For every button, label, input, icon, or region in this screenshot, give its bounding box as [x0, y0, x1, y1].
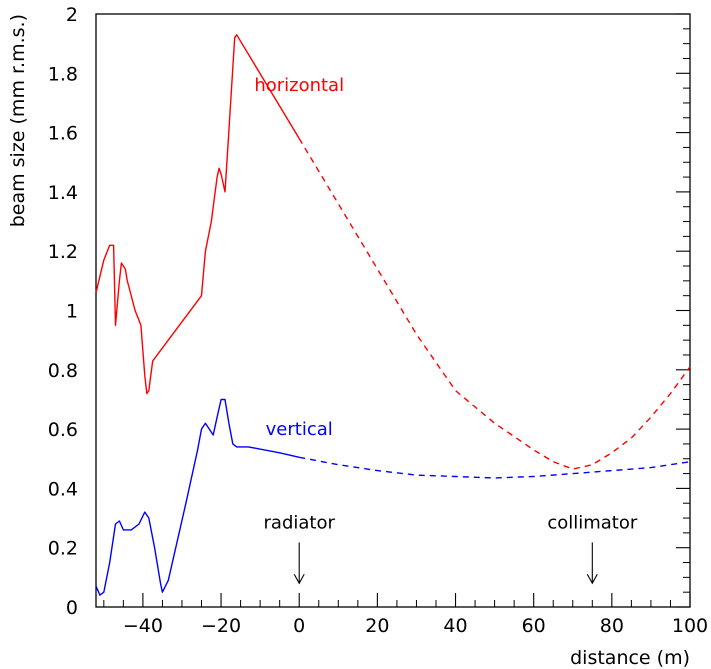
axis-tick-labels: −40 −20 0 20 40 60 80 100 0 0.2 0.4 0.6 0.8 1 1.2 1.4 1.…	[48, 4, 708, 637]
x-tick-label: −40	[123, 615, 163, 637]
y-tick-label: 1.6	[48, 123, 78, 145]
radiator-annotation: radiator	[264, 512, 336, 533]
y-tick-label: 0	[66, 597, 78, 619]
y-axis-label: beam size (mm r.m.s.)	[7, 14, 29, 227]
axis-ticks	[103, 13, 691, 608]
vertical-series-solid	[95, 398, 300, 596]
collimator-arrow-head	[586, 574, 598, 585]
series-layer	[95, 34, 691, 596]
y-tick-label: 0.8	[48, 360, 78, 382]
x-tick-label: 0	[293, 615, 305, 637]
x-tick-label: −20	[201, 615, 241, 637]
vertical-annotation: vertical	[266, 419, 333, 440]
x-tick-label: 40	[443, 615, 467, 637]
x-tick-label: 100	[672, 615, 708, 637]
y-tick-label: 1.4	[48, 182, 78, 204]
horizontal-series-dashed	[298, 138, 691, 470]
collimator-annotation: collimator	[547, 512, 638, 533]
vertical-series-dashed	[299, 456, 691, 479]
x-axis-label: distance (m)	[570, 647, 690, 669]
horizontal-series-solid	[95, 34, 300, 395]
x-tick-label: 80	[600, 615, 624, 637]
y-tick-label: 1.8	[48, 63, 78, 85]
y-tick-label: 0.2	[48, 538, 78, 560]
y-tick-label: 0.6	[48, 419, 78, 441]
y-tick-label: 0.4	[48, 478, 78, 500]
y-tick-label: 1.2	[48, 241, 78, 263]
y-tick-label: 2	[66, 4, 78, 26]
y-tick-label: 1	[66, 301, 78, 323]
x-tick-label: 20	[365, 615, 389, 637]
radiator-arrow-head	[293, 574, 305, 585]
x-tick-label: 60	[522, 615, 546, 637]
annotation-layer: horizontal vertical radiator collimator	[254, 75, 638, 585]
horizontal-annotation: horizontal	[254, 75, 344, 96]
